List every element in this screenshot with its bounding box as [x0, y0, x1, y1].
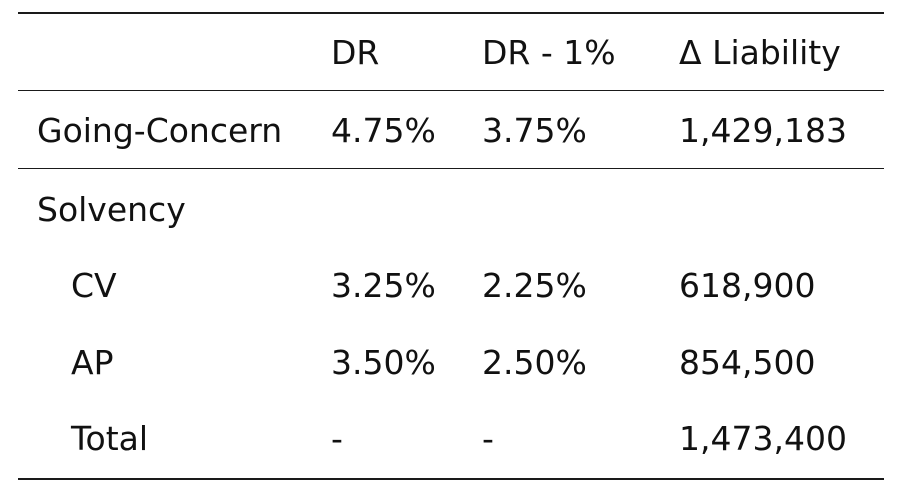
liability-sensitivity-table: DR DR - 1% Δ Liability Going-Concern 4.7… [18, 12, 884, 480]
total-delta: 1,473,400 [679, 419, 847, 458]
row-label-cv: CV [71, 266, 117, 305]
row-label-ap: AP [71, 343, 114, 382]
header-cell-dr-minus: DR - 1% [482, 33, 616, 72]
row-label-solvency: Solvency [37, 190, 186, 229]
header-rule [18, 90, 884, 91]
header-cell-dr: DR [331, 33, 380, 72]
ap-dr: 3.50% [331, 343, 436, 382]
ap-dr-minus: 2.50% [482, 343, 587, 382]
total-dr: - [331, 419, 343, 458]
header-cell-delta-liability: Δ Liability [679, 33, 841, 72]
cv-dr: 3.25% [331, 266, 436, 305]
going-concern-dr-minus: 3.75% [482, 111, 587, 150]
table-top-rule [18, 12, 884, 14]
row-label-going-concern: Going-Concern [37, 111, 283, 150]
row-label-total: Total [71, 419, 149, 458]
going-concern-delta: 1,429,183 [679, 111, 847, 150]
total-dr-minus: - [482, 419, 494, 458]
ap-delta: 854,500 [679, 343, 816, 382]
table-bottom-rule [18, 478, 884, 480]
going-concern-dr: 4.75% [331, 111, 436, 150]
cv-dr-minus: 2.25% [482, 266, 587, 305]
section-rule [18, 168, 884, 169]
cv-delta: 618,900 [679, 266, 816, 305]
